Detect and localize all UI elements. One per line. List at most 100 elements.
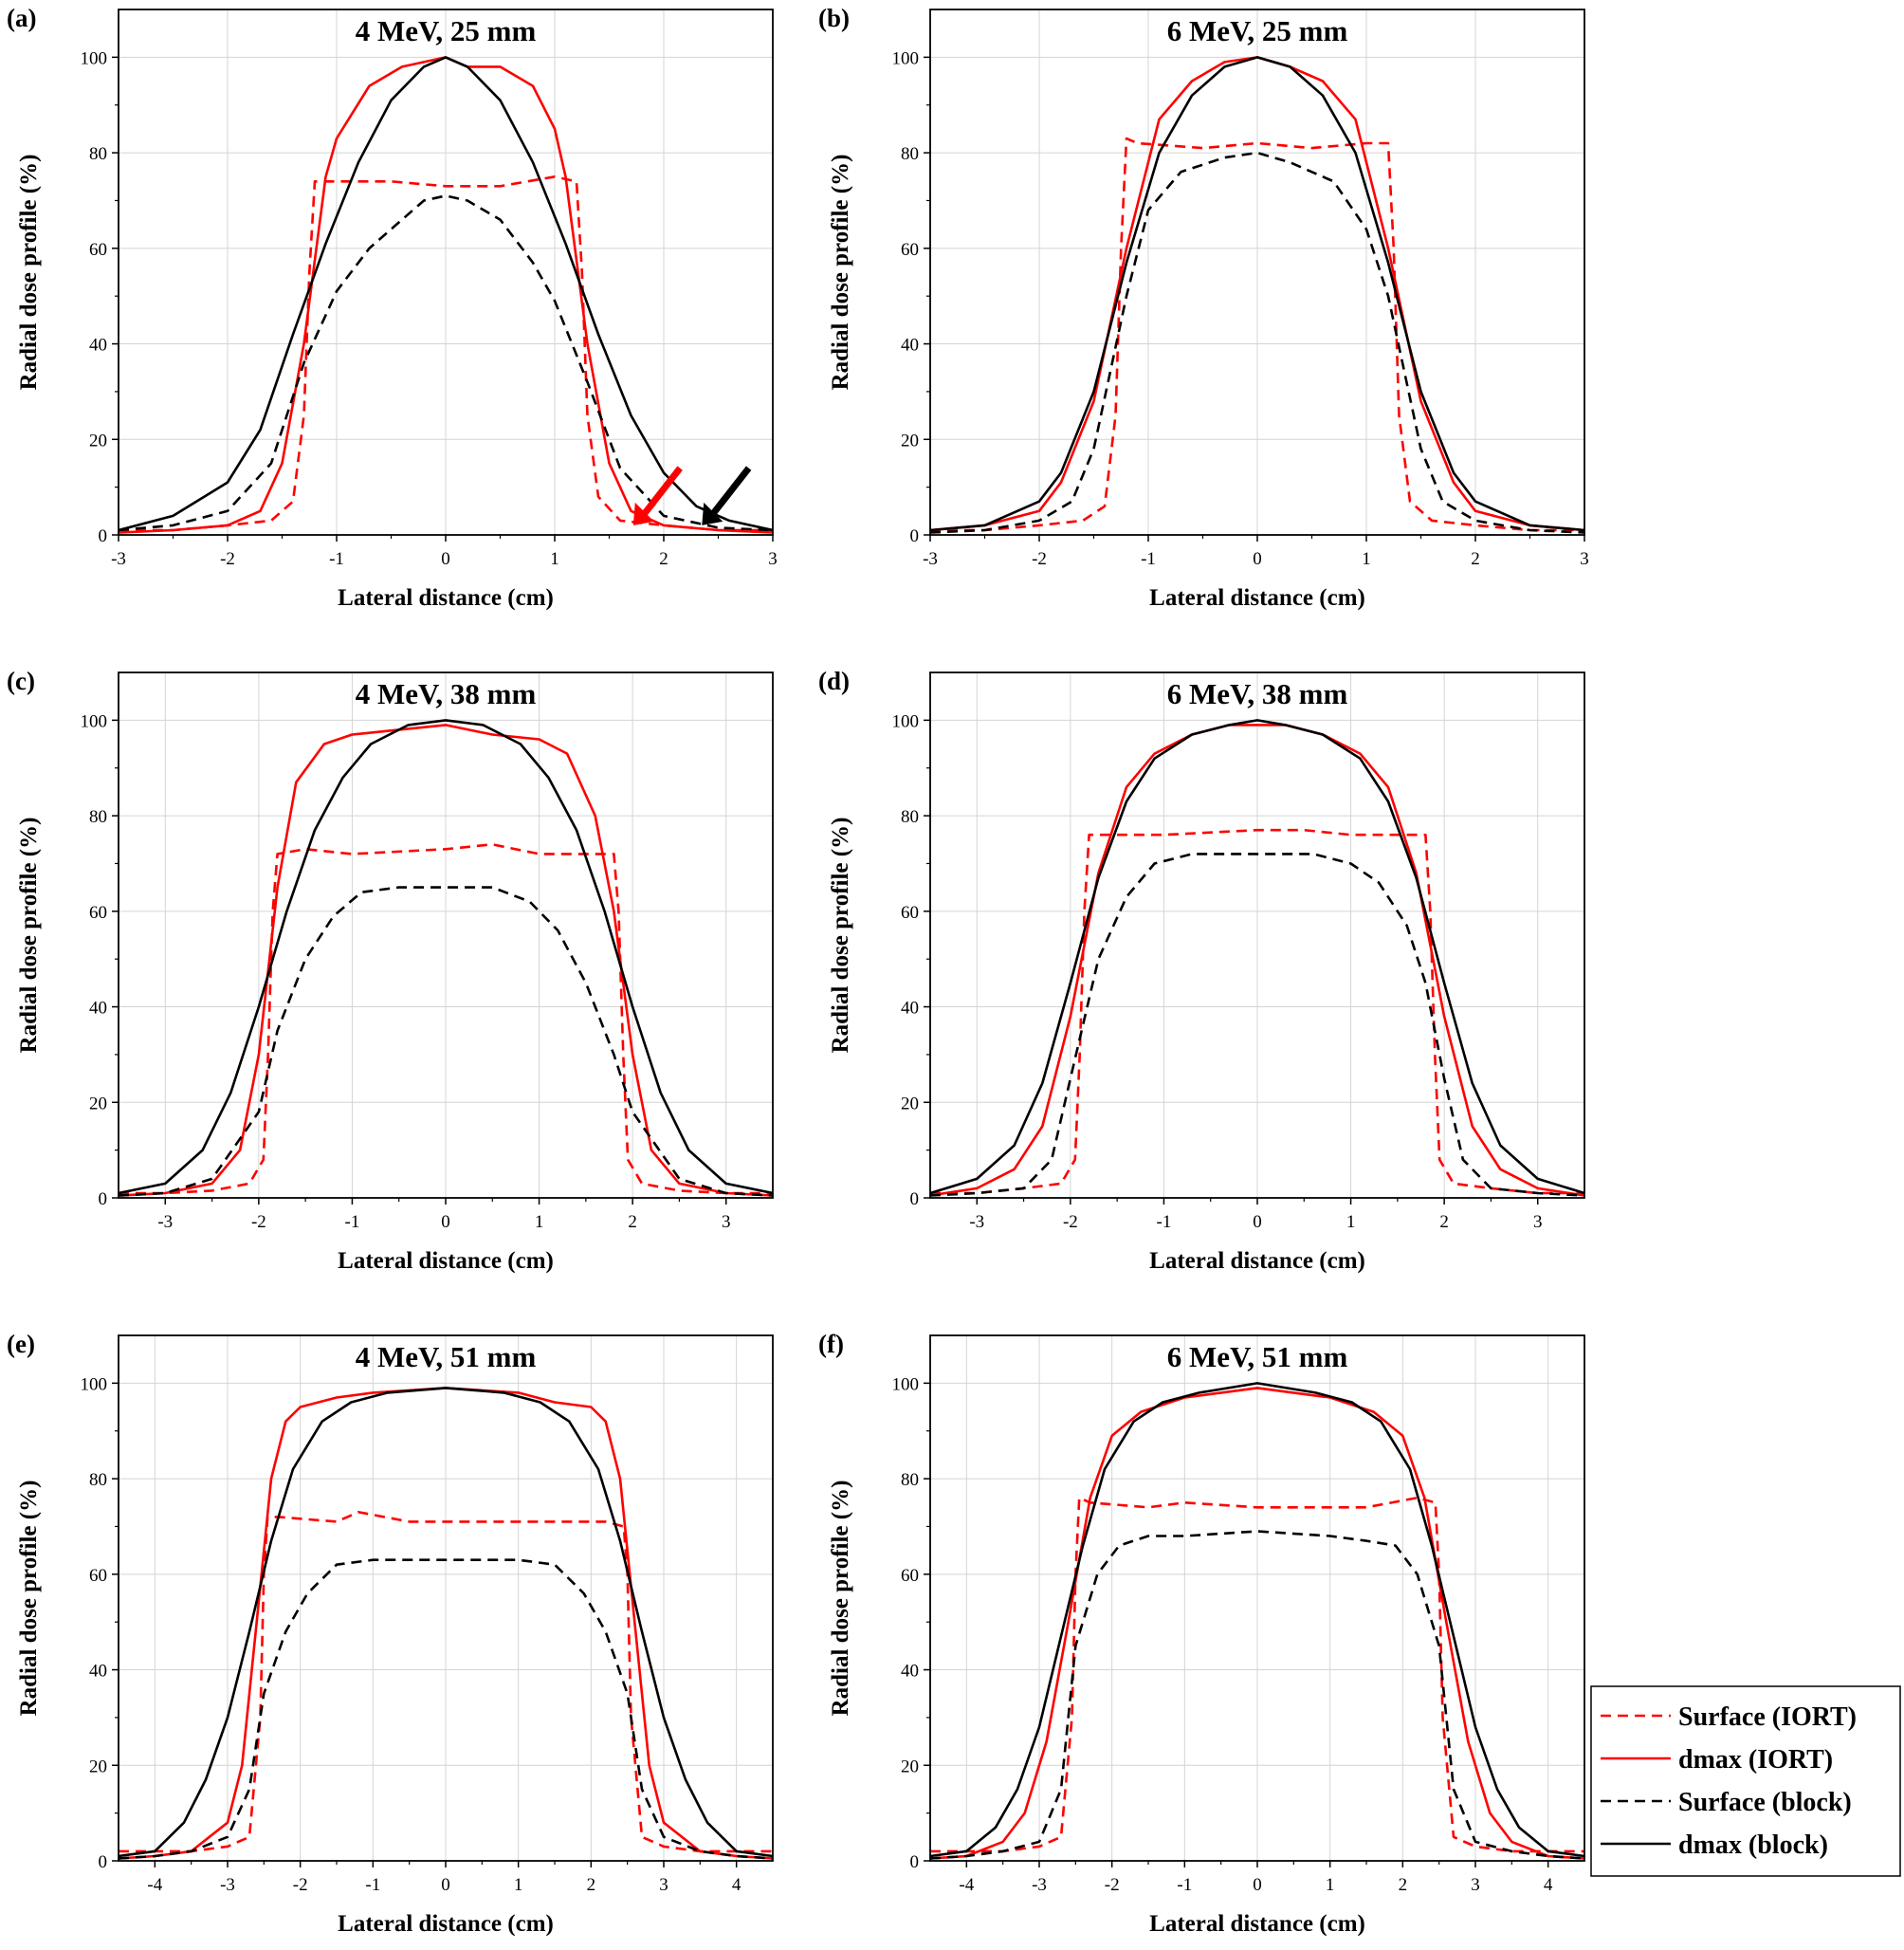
legend-entry: dmax (IORT) <box>1601 1745 1833 1775</box>
series-group <box>119 1387 773 1860</box>
series-line <box>930 1496 1584 1853</box>
y-tick-label: 0 <box>910 1852 920 1872</box>
y-tick-label: 40 <box>89 336 107 356</box>
y-tick-label: 100 <box>81 48 108 68</box>
y-axis-label: Radial dose profile (%) <box>16 818 42 1054</box>
series-group <box>930 56 1584 534</box>
series-line <box>119 886 773 1197</box>
arrow-shaft <box>708 466 752 519</box>
series-line <box>930 1530 1584 1860</box>
y-tick-label: 60 <box>89 240 107 260</box>
x-axis-label: Lateral distance (cm) <box>1149 1911 1365 1937</box>
series-line <box>119 175 773 532</box>
chart-panel: -3 -2 -1 0 1 2 3 0 20 40 60 80 100 4 MeV, 38 mm Latera… <box>7 667 774 1274</box>
y-tick-label: 0 <box>99 1852 108 1872</box>
series-line <box>930 719 1584 1195</box>
y-tick-label: 40 <box>901 336 919 356</box>
series-line <box>119 842 773 1195</box>
legend-label: dmax (IORT) <box>1678 1745 1833 1775</box>
x-tick-label: 0 <box>1253 1212 1262 1232</box>
x-tick-label: -3 <box>923 549 938 569</box>
legend-label: Surface (IORT) <box>1678 1702 1857 1732</box>
x-tick-label: -1 <box>1141 549 1156 569</box>
y-tick-label: 20 <box>901 1757 919 1776</box>
y-tick-label: 100 <box>892 48 920 68</box>
series-line <box>930 56 1584 532</box>
legend-label: dmax (block) <box>1678 1830 1828 1860</box>
x-tick-label: -1 <box>365 1875 380 1895</box>
x-tick-label: -1 <box>1177 1875 1192 1895</box>
x-tick-label: 0 <box>441 1212 450 1232</box>
x-axis-label: Lateral distance (cm) <box>1149 585 1365 611</box>
y-tick-label: 60 <box>901 240 919 260</box>
x-tick-label: 3 <box>1580 549 1589 569</box>
x-tick-label: -1 <box>345 1212 360 1232</box>
series-line <box>930 1382 1584 1858</box>
y-tick-label: 20 <box>901 431 919 451</box>
y-tick-label: 0 <box>99 1189 108 1209</box>
arrow-shaft <box>640 466 683 519</box>
x-tick-label: 3 <box>659 1875 668 1895</box>
legend-label: Surface (block) <box>1678 1788 1852 1817</box>
series-group <box>119 719 773 1197</box>
y-tick-label: 60 <box>901 1566 919 1586</box>
x-tick-label: 0 <box>441 1875 450 1895</box>
x-axis-label: Lateral distance (cm) <box>1149 1248 1365 1274</box>
x-tick-label: -3 <box>157 1212 173 1232</box>
x-tick-label: 3 <box>768 549 778 569</box>
y-tick-label: 0 <box>910 1189 920 1209</box>
panel-letter: (b) <box>818 4 850 32</box>
series-line <box>930 137 1584 532</box>
panel-title: 4 MeV, 38 mm <box>356 677 537 710</box>
series-group <box>119 56 773 534</box>
y-tick-label: 80 <box>89 144 107 164</box>
x-tick-label: 2 <box>587 1875 596 1895</box>
chart-panel: -3 -2 -1 0 1 2 3 0 20 40 60 80 100 6 MeV, 38 mm Latera… <box>818 667 1585 1274</box>
x-tick-label: 1 <box>514 1875 523 1895</box>
x-tick-label: 2 <box>1399 1875 1408 1895</box>
arrow-head <box>702 502 723 525</box>
y-tick-label: 40 <box>901 1662 919 1682</box>
x-tick-label: 0 <box>1253 1875 1262 1895</box>
x-tick-label: 4 <box>732 1875 741 1895</box>
y-tick-label: 40 <box>901 999 919 1019</box>
panel-title: 6 MeV, 51 mm <box>1167 1340 1348 1373</box>
series-line <box>119 1387 773 1858</box>
x-tick-label: -3 <box>220 1875 235 1895</box>
y-tick-label: 100 <box>892 1374 920 1394</box>
y-axis-label: Radial dose profile (%) <box>828 818 853 1054</box>
x-tick-label: -2 <box>1105 1875 1120 1895</box>
panel-title: 6 MeV, 25 mm <box>1167 14 1348 47</box>
x-axis-label: Lateral distance (cm) <box>338 1911 554 1937</box>
x-tick-label: 2 <box>659 549 668 569</box>
y-axis-label: Radial dose profile (%) <box>16 1481 42 1717</box>
y-tick-label: 60 <box>89 903 107 923</box>
series-line <box>119 1558 773 1860</box>
panel-letter: (f) <box>818 1330 844 1358</box>
y-tick-label: 60 <box>901 903 919 923</box>
annotation-arrow <box>702 466 752 525</box>
x-tick-label: 1 <box>550 549 559 569</box>
x-tick-label: 1 <box>535 1212 544 1232</box>
panel-title: 4 MeV, 51 mm <box>356 1340 537 1373</box>
x-tick-label: -4 <box>959 1875 974 1895</box>
x-tick-label: -2 <box>251 1212 266 1232</box>
y-axis-label: Radial dose profile (%) <box>828 155 853 391</box>
x-tick-label: 1 <box>1326 1875 1335 1895</box>
y-tick-label: 0 <box>910 526 920 546</box>
y-tick-label: 20 <box>89 1094 107 1113</box>
panel-letter: (a) <box>7 4 36 32</box>
panel-letter: (c) <box>7 667 35 695</box>
x-tick-label: 2 <box>1439 1212 1449 1232</box>
panel-letter: (d) <box>818 667 850 695</box>
x-tick-label: 2 <box>1471 549 1480 569</box>
x-tick-label: -2 <box>220 549 235 569</box>
y-tick-label: 80 <box>89 1470 107 1490</box>
y-tick-label: 100 <box>892 711 920 731</box>
legend-entry: Surface (block) <box>1601 1788 1852 1817</box>
x-tick-label: 3 <box>722 1212 731 1232</box>
arrow-head <box>632 502 654 525</box>
